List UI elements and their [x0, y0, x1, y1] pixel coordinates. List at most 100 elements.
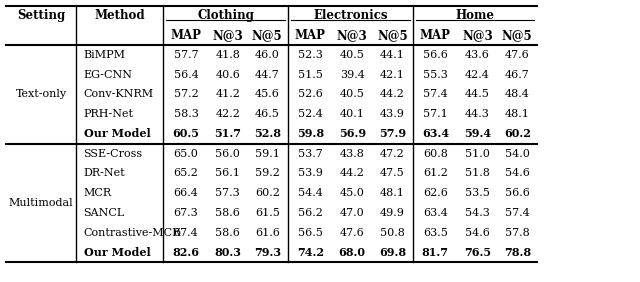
Text: 69.8: 69.8	[379, 247, 406, 258]
Text: 56.6: 56.6	[423, 50, 448, 60]
Text: 59.1: 59.1	[255, 149, 280, 159]
Text: BiMPM: BiMPM	[84, 50, 125, 60]
Text: 65.0: 65.0	[173, 149, 198, 159]
Text: N@3: N@3	[337, 29, 367, 42]
Text: 51.7: 51.7	[214, 129, 241, 140]
Text: 63.4: 63.4	[422, 129, 449, 140]
Text: 62.6: 62.6	[423, 188, 448, 198]
Text: 53.5: 53.5	[465, 188, 490, 198]
Text: 60.8: 60.8	[423, 149, 448, 159]
Text: 48.1: 48.1	[380, 188, 405, 198]
Text: 56.1: 56.1	[215, 168, 240, 179]
Text: 81.7: 81.7	[422, 247, 449, 258]
Text: 79.3: 79.3	[253, 247, 281, 258]
Text: 60.2: 60.2	[504, 129, 531, 140]
Text: 59.8: 59.8	[296, 129, 324, 140]
Text: Text-only: Text-only	[15, 89, 67, 100]
Text: 40.6: 40.6	[215, 70, 240, 80]
Text: 61.5: 61.5	[255, 208, 280, 218]
Text: 59.2: 59.2	[255, 168, 280, 179]
Text: 47.2: 47.2	[380, 149, 404, 159]
Text: EG-CNN: EG-CNN	[84, 70, 132, 80]
Text: 67.4: 67.4	[173, 228, 198, 238]
Text: 47.6: 47.6	[340, 228, 365, 238]
Text: 59.4: 59.4	[464, 129, 491, 140]
Text: Clothing: Clothing	[197, 9, 254, 22]
Text: 39.4: 39.4	[340, 70, 365, 80]
Text: 52.3: 52.3	[298, 50, 323, 60]
Text: 44.2: 44.2	[340, 168, 365, 179]
Text: 57.9: 57.9	[379, 129, 406, 140]
Text: MAP: MAP	[170, 29, 202, 42]
Text: 48.4: 48.4	[505, 89, 530, 100]
Text: 47.0: 47.0	[340, 208, 365, 218]
Text: 56.9: 56.9	[339, 129, 366, 140]
Text: 80.3: 80.3	[214, 247, 241, 258]
Text: Our Model: Our Model	[84, 247, 150, 258]
Text: 56.2: 56.2	[298, 208, 323, 218]
Text: 43.8: 43.8	[340, 149, 365, 159]
Text: 44.3: 44.3	[465, 109, 490, 119]
Text: 42.4: 42.4	[465, 70, 490, 80]
Text: 57.2: 57.2	[173, 89, 198, 100]
Text: 54.4: 54.4	[298, 188, 323, 198]
Text: 45.0: 45.0	[340, 188, 365, 198]
Text: 67.3: 67.3	[173, 208, 198, 218]
Text: 50.8: 50.8	[380, 228, 405, 238]
Text: 54.3: 54.3	[465, 208, 490, 218]
Text: Our Model: Our Model	[84, 129, 150, 140]
Text: Multimodal: Multimodal	[9, 198, 74, 208]
Text: 76.5: 76.5	[464, 247, 491, 258]
Text: 41.8: 41.8	[215, 50, 240, 60]
Text: 82.6: 82.6	[172, 247, 200, 258]
Text: 44.7: 44.7	[255, 70, 280, 80]
Text: 74.2: 74.2	[297, 247, 324, 258]
Text: 56.4: 56.4	[173, 70, 198, 80]
Text: 56.0: 56.0	[215, 149, 240, 159]
Text: DR-Net: DR-Net	[84, 168, 125, 179]
Text: N@5: N@5	[377, 29, 408, 42]
Text: 54.6: 54.6	[505, 168, 530, 179]
Text: 51.5: 51.5	[298, 70, 323, 80]
Text: 61.6: 61.6	[255, 228, 280, 238]
Text: Setting: Setting	[17, 9, 65, 22]
Text: 52.8: 52.8	[253, 129, 281, 140]
Text: 40.5: 40.5	[340, 89, 365, 100]
Text: Method: Method	[94, 9, 145, 22]
Text: Home: Home	[456, 9, 495, 22]
Text: 58.6: 58.6	[215, 228, 240, 238]
Text: 42.2: 42.2	[215, 109, 240, 119]
Text: 53.9: 53.9	[298, 168, 323, 179]
Text: 44.2: 44.2	[380, 89, 405, 100]
Text: 54.0: 54.0	[505, 149, 530, 159]
Text: 47.6: 47.6	[505, 50, 530, 60]
Text: MAP: MAP	[420, 29, 451, 42]
Text: 68.0: 68.0	[339, 247, 365, 258]
Text: 44.1: 44.1	[380, 50, 405, 60]
Text: 48.1: 48.1	[505, 109, 530, 119]
Text: 60.2: 60.2	[255, 188, 280, 198]
Text: SANCL: SANCL	[84, 208, 125, 218]
Text: 63.5: 63.5	[423, 228, 448, 238]
Text: 57.1: 57.1	[423, 109, 448, 119]
Text: 58.6: 58.6	[215, 208, 240, 218]
Text: 44.5: 44.5	[465, 89, 490, 100]
Text: 57.4: 57.4	[423, 89, 448, 100]
Text: 52.4: 52.4	[298, 109, 323, 119]
Text: SSE-Cross: SSE-Cross	[84, 149, 143, 159]
Text: 42.1: 42.1	[380, 70, 405, 80]
Text: 54.6: 54.6	[465, 228, 490, 238]
Text: 78.8: 78.8	[504, 247, 531, 258]
Text: MAP: MAP	[295, 29, 326, 42]
Text: 47.5: 47.5	[380, 168, 404, 179]
Text: N@3: N@3	[212, 29, 243, 42]
Text: 57.8: 57.8	[505, 228, 530, 238]
Text: 56.5: 56.5	[298, 228, 323, 238]
Text: 41.2: 41.2	[215, 89, 240, 100]
Text: 60.5: 60.5	[172, 129, 200, 140]
Text: 43.6: 43.6	[465, 50, 490, 60]
Text: 40.1: 40.1	[340, 109, 365, 119]
Text: 61.2: 61.2	[423, 168, 448, 179]
Text: 57.4: 57.4	[505, 208, 530, 218]
Text: 65.2: 65.2	[173, 168, 198, 179]
